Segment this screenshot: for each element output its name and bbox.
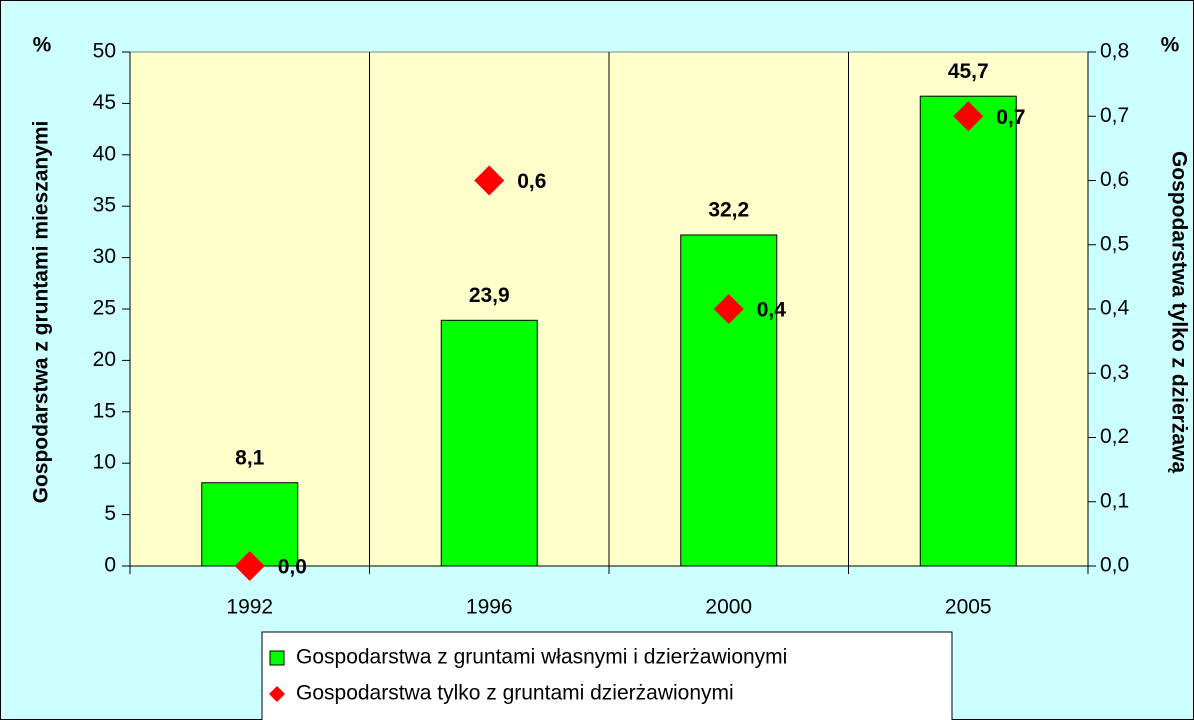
legend-swatch (269, 686, 285, 702)
bar (919, 95, 1017, 567)
legend-swatch (269, 650, 285, 666)
x-tick-label: 1996 (466, 596, 513, 619)
data-label: 0,6 (517, 170, 546, 193)
y-tick-label: 50 (93, 40, 116, 63)
y2-tick-label: 0,5 (1100, 232, 1129, 255)
y2-unit: % (1161, 34, 1180, 57)
x-tick-label: 1992 (226, 596, 273, 619)
data-label: 0,4 (757, 299, 787, 322)
y-tick-label: 5 (104, 502, 116, 525)
marker (713, 294, 744, 324)
y-tick-label: 30 (93, 245, 116, 268)
y2-tick-label: 0,1 (1100, 489, 1129, 512)
y2-tick-label: 0,4 (1100, 297, 1130, 320)
y2-tick-label: 0,3 (1100, 361, 1129, 384)
y-tick-label: 15 (93, 399, 116, 422)
y-tick-label: 10 (93, 451, 116, 474)
bar (440, 319, 538, 567)
y2-tick-label: 0,6 (1100, 168, 1129, 191)
y-tick-label: 40 (93, 142, 116, 165)
y2-tick-label: 0,0 (1100, 554, 1129, 577)
marker (953, 101, 984, 132)
y-tick-label: 35 (93, 194, 116, 217)
marker (474, 165, 505, 196)
y2-tick-label: 0,8 (1100, 40, 1129, 63)
data-label: 23,9 (469, 284, 510, 307)
y2-tick-label: 0,7 (1100, 104, 1129, 127)
data-label: 0,0 (278, 556, 307, 579)
y-axis-title: Gospodarstwa z gruntami mieszanymi (30, 121, 53, 504)
legend (261, 631, 953, 720)
legend-label: Gospodarstwa tylko z gruntami dzierżawio… (296, 682, 734, 705)
data-label: 32,2 (708, 199, 749, 222)
y-tick-label: 20 (93, 348, 116, 371)
y-tick-label: 25 (93, 297, 116, 320)
marker (234, 551, 265, 581)
x-tick-label: 2005 (945, 596, 992, 619)
bar (680, 234, 778, 567)
y2-axis-title: Gospodarstwa tylko z dzierżawą (1167, 151, 1190, 473)
y-unit: % (33, 34, 52, 57)
y-tick-label: 0 (104, 554, 116, 577)
data-label: 45,7 (948, 60, 989, 83)
y2-tick-label: 0,2 (1100, 425, 1129, 448)
data-label: 8,1 (235, 446, 265, 469)
y-tick-label: 45 (93, 91, 116, 114)
x-tick-label: 2000 (705, 596, 752, 619)
data-label: 0,7 (996, 106, 1025, 129)
legend-label: Gospodarstwa z gruntami własnymi i dzier… (296, 646, 787, 669)
